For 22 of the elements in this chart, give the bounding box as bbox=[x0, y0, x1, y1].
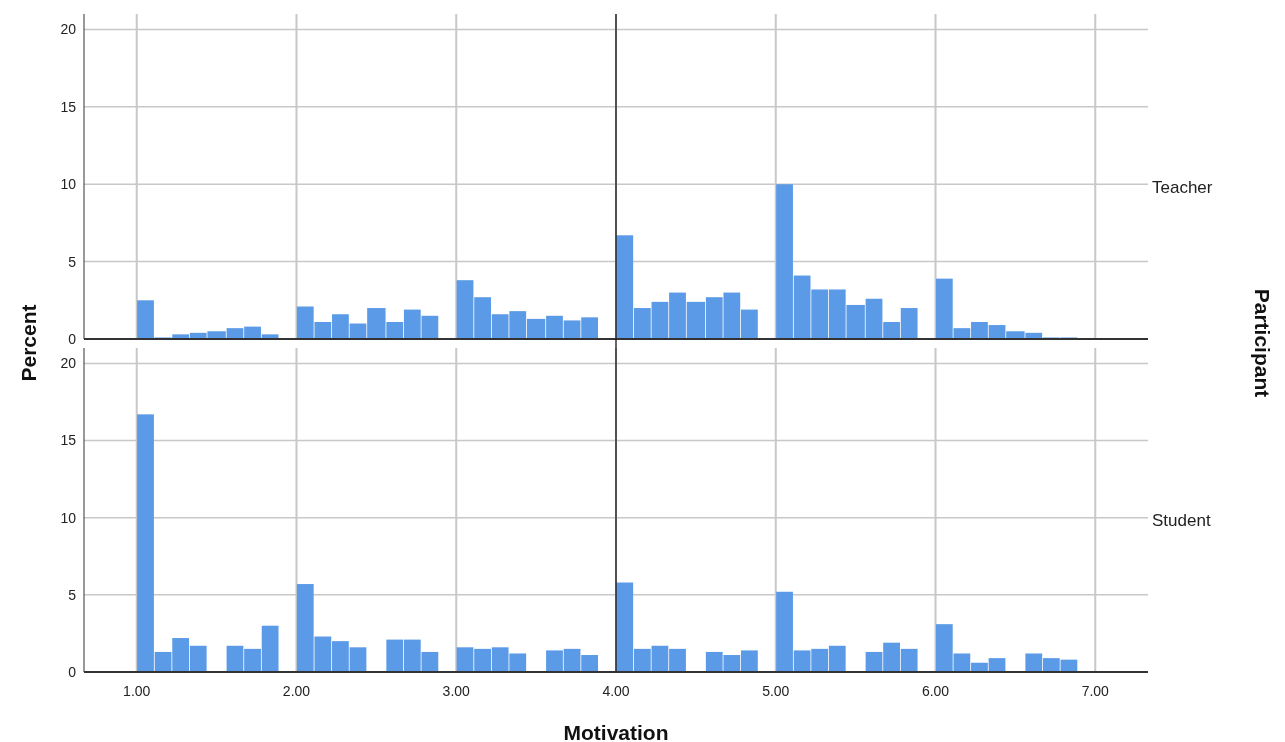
x-tick-label: 7.00 bbox=[1081, 683, 1110, 699]
y-tick-label: 10 bbox=[60, 176, 77, 193]
x-tick-label: 3.00 bbox=[442, 683, 471, 699]
text: Teacher bbox=[1152, 177, 1213, 197]
y-tick-label: 0 bbox=[68, 663, 77, 680]
y-tick-label: 0 bbox=[68, 330, 77, 347]
x-tick-label: 2.00 bbox=[282, 683, 311, 699]
y-tick-label: 15 bbox=[60, 432, 77, 449]
y-tick-label: 5 bbox=[68, 586, 77, 603]
y2-axis-title: Participant bbox=[1251, 288, 1274, 398]
y-tick-label: 20 bbox=[60, 21, 77, 38]
y-tick-label: 20 bbox=[60, 355, 77, 372]
text: Student bbox=[1152, 510, 1211, 530]
y-tick-label: 5 bbox=[68, 253, 77, 270]
y-tick-label: 15 bbox=[60, 98, 77, 115]
y-tick-label: 10 bbox=[60, 509, 77, 526]
x-tick-label: 5.00 bbox=[762, 683, 790, 699]
y-axis-title: Percent bbox=[17, 304, 40, 382]
x-tick-label: 6.00 bbox=[921, 683, 950, 699]
x-tick-label: 4.00 bbox=[602, 683, 630, 699]
x-axis-title: Motivation bbox=[563, 721, 669, 742]
x-tick-label: 1.00 bbox=[123, 683, 151, 699]
